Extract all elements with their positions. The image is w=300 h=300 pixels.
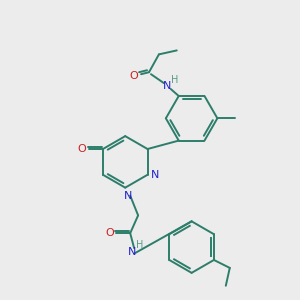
Text: N: N xyxy=(124,190,132,201)
Text: N: N xyxy=(128,247,136,257)
Text: H: H xyxy=(171,75,178,85)
Text: O: O xyxy=(105,228,114,238)
Text: O: O xyxy=(130,71,139,81)
Text: O: O xyxy=(78,144,86,154)
Text: N: N xyxy=(151,170,160,180)
Text: H: H xyxy=(136,240,144,250)
Text: N: N xyxy=(163,81,171,91)
